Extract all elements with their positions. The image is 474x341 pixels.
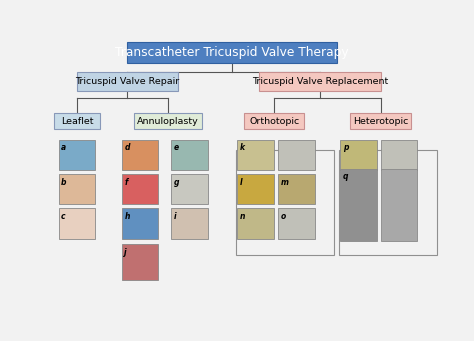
Text: Tricuspid Valve Repair: Tricuspid Valve Repair [75, 77, 179, 86]
Text: b: b [61, 178, 66, 187]
Bar [171, 208, 208, 238]
Bar [171, 174, 208, 204]
Text: n: n [240, 212, 246, 221]
Bar [122, 174, 158, 204]
FancyBboxPatch shape [54, 113, 100, 129]
Bar [340, 169, 377, 241]
Bar [278, 140, 315, 170]
Text: d: d [124, 144, 130, 152]
Text: Orthotopic: Orthotopic [249, 117, 299, 125]
Text: h: h [124, 212, 130, 221]
FancyBboxPatch shape [259, 72, 381, 91]
Text: p: p [343, 144, 348, 152]
Text: m: m [281, 178, 288, 187]
Bar [122, 208, 158, 238]
Bar [278, 208, 315, 238]
Bar [122, 244, 158, 280]
Text: o: o [281, 212, 286, 221]
Bar [237, 140, 274, 170]
Text: Tricuspid Valve Replacement: Tricuspid Valve Replacement [252, 77, 388, 86]
Text: q: q [343, 172, 348, 181]
Bar [237, 150, 334, 255]
Bar [171, 140, 208, 170]
FancyBboxPatch shape [244, 113, 304, 129]
Bar [58, 174, 95, 204]
Text: Annuloplasty: Annuloplasty [137, 117, 199, 125]
FancyBboxPatch shape [127, 42, 337, 63]
Text: c: c [61, 212, 65, 221]
FancyBboxPatch shape [134, 113, 201, 129]
Text: Heterotopic: Heterotopic [353, 117, 409, 125]
Bar [278, 174, 315, 204]
Bar [58, 208, 95, 238]
Bar [340, 140, 377, 170]
Bar [122, 140, 158, 170]
Bar [381, 169, 418, 241]
Text: f: f [124, 178, 128, 187]
Bar [58, 140, 95, 170]
Text: i: i [174, 212, 176, 221]
Text: j: j [124, 248, 127, 257]
Text: Leaflet: Leaflet [61, 117, 93, 125]
Text: a: a [61, 144, 66, 152]
Text: g: g [174, 178, 179, 187]
Text: Transcatheter Tricuspid Valve Therapy: Transcatheter Tricuspid Valve Therapy [115, 46, 349, 59]
Text: l: l [240, 178, 243, 187]
FancyBboxPatch shape [350, 113, 411, 129]
Text: k: k [240, 144, 245, 152]
Bar [237, 174, 274, 204]
Bar [237, 208, 274, 238]
Bar [339, 150, 437, 255]
FancyBboxPatch shape [77, 72, 178, 91]
Bar [381, 140, 418, 170]
Text: e: e [174, 144, 179, 152]
